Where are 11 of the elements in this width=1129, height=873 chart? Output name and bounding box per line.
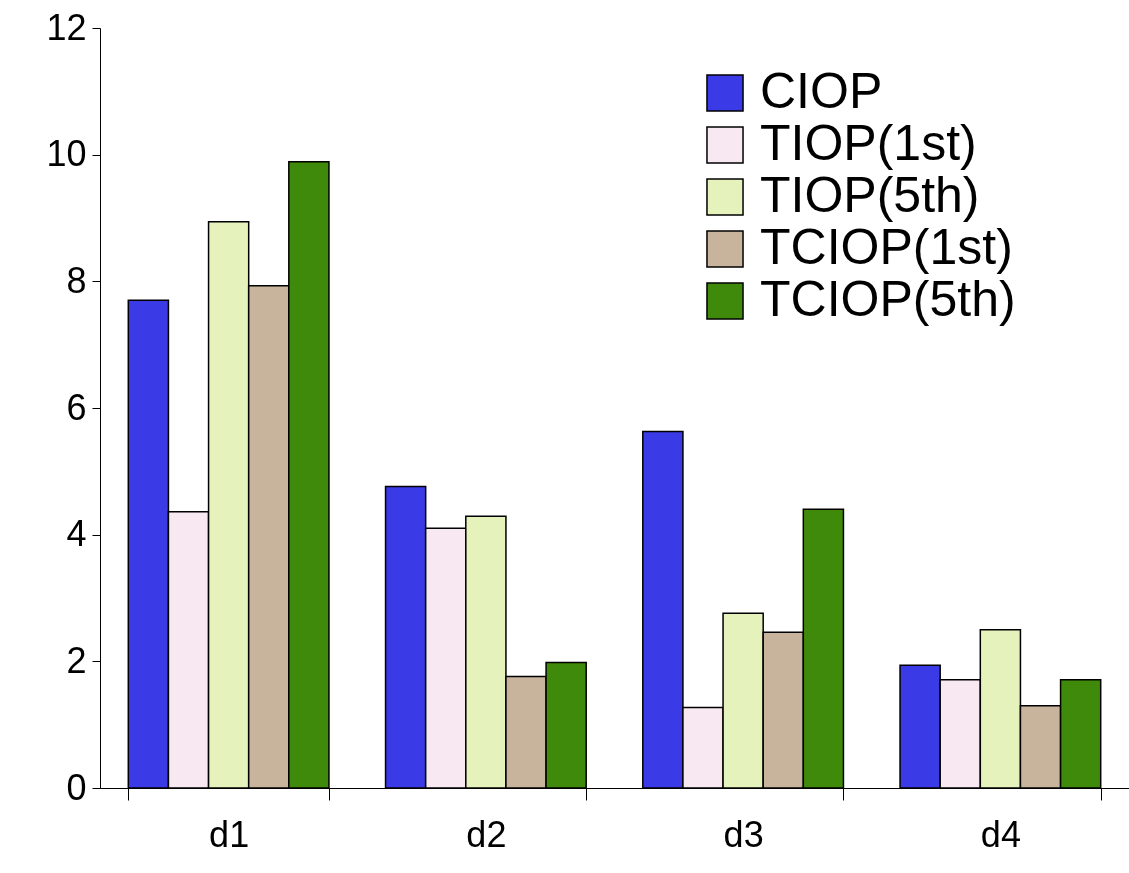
x-tick-label: d4: [980, 813, 1021, 855]
x-tick-label: d1: [209, 813, 250, 855]
x-tick-label: d3: [723, 813, 764, 855]
y-tick-label: 4: [66, 513, 87, 555]
y-tick-label: 8: [66, 259, 87, 301]
y-tick-label: 12: [46, 6, 87, 48]
y-tick-label: 6: [66, 386, 87, 428]
y-tick-label: 0: [66, 766, 87, 808]
x-tick-label: d2: [466, 813, 507, 855]
y-tick-label: 10: [46, 133, 87, 175]
y-tick-label: 2: [66, 639, 87, 681]
